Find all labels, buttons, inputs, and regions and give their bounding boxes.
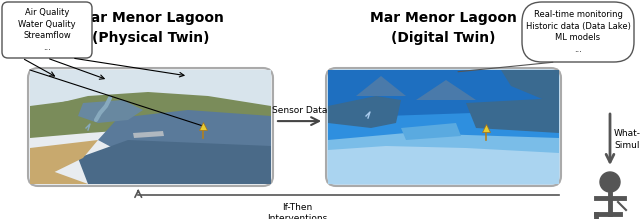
Text: Mar Menor Lagoon: Mar Menor Lagoon xyxy=(370,11,517,25)
Polygon shape xyxy=(98,110,271,158)
Circle shape xyxy=(600,172,620,192)
Polygon shape xyxy=(328,133,559,184)
FancyBboxPatch shape xyxy=(522,2,634,62)
Polygon shape xyxy=(328,146,559,184)
Polygon shape xyxy=(78,100,143,123)
Polygon shape xyxy=(416,80,476,100)
Polygon shape xyxy=(133,131,164,138)
Text: Air Quality
Water Quality
Streamflow
...: Air Quality Water Quality Streamflow ... xyxy=(18,8,76,52)
Text: Real-time monitoring
Historic data (Data Lake)
ML models
...: Real-time monitoring Historic data (Data… xyxy=(525,10,630,54)
Polygon shape xyxy=(30,70,271,108)
Polygon shape xyxy=(30,163,88,184)
FancyBboxPatch shape xyxy=(326,68,561,186)
Polygon shape xyxy=(78,140,271,184)
FancyBboxPatch shape xyxy=(28,68,273,186)
Text: (Physical Twin): (Physical Twin) xyxy=(92,31,209,45)
Polygon shape xyxy=(328,96,401,128)
Polygon shape xyxy=(30,140,98,184)
Polygon shape xyxy=(401,123,461,140)
Polygon shape xyxy=(328,70,559,184)
Text: Sensor Data: Sensor Data xyxy=(272,106,327,115)
Text: If-Then
Interventions: If-Then Interventions xyxy=(267,203,327,219)
Polygon shape xyxy=(328,110,559,184)
Text: What-If
Simulations: What-If Simulations xyxy=(614,129,640,150)
Text: Mar Menor Lagoon: Mar Menor Lagoon xyxy=(77,11,224,25)
FancyBboxPatch shape xyxy=(2,2,92,58)
Polygon shape xyxy=(30,92,271,123)
Text: (Digital Twin): (Digital Twin) xyxy=(391,31,496,45)
Polygon shape xyxy=(466,98,559,133)
Polygon shape xyxy=(30,96,188,138)
Polygon shape xyxy=(501,70,559,106)
Polygon shape xyxy=(356,76,406,96)
